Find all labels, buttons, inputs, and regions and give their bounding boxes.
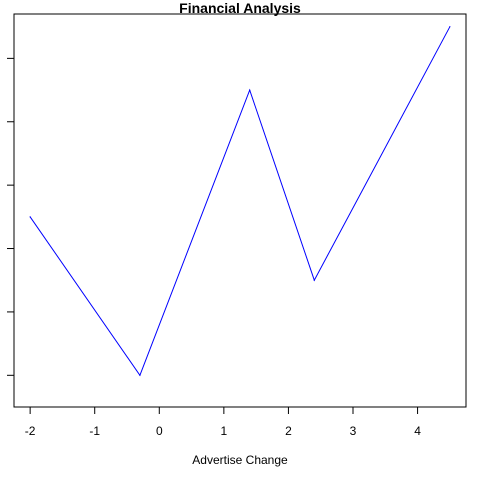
x-tick-label: 2 <box>285 424 292 438</box>
x-tick-label: -1 <box>89 424 100 438</box>
plot-frame <box>13 13 467 408</box>
x-tick-label: 1 <box>221 424 228 438</box>
x-tick-label: -2 <box>25 424 36 438</box>
data-point <box>249 89 251 91</box>
data-point <box>29 216 31 218</box>
data-point <box>313 279 315 281</box>
chart-title: Financial Analysis <box>179 0 301 16</box>
series-layer <box>29 26 451 377</box>
data-point <box>449 26 451 28</box>
x-axis-title: Advertise Change <box>192 453 288 467</box>
x-axis: -2 -1 0 1 2 3 4 <box>25 406 421 438</box>
x-tick-label: 0 <box>156 424 163 438</box>
x-tick-label: 3 <box>350 424 357 438</box>
data-point <box>139 374 141 376</box>
y-axis <box>7 57 14 376</box>
x-tick-label: 4 <box>414 424 421 438</box>
series-line <box>29 26 451 377</box>
